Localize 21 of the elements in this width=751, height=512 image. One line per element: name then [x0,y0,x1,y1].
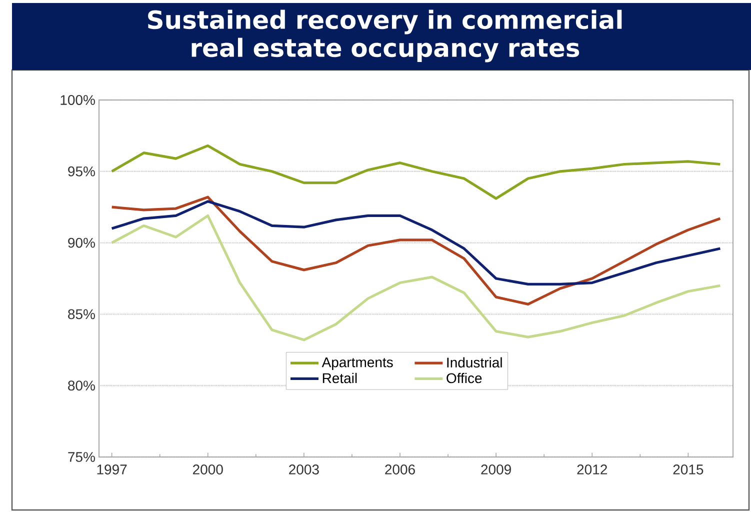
y-tick-label: 90% [68,238,95,248]
legend-label: Retail [322,372,357,384]
x-tick-label: 2012 [577,464,607,474]
y-tick-label: 80% [68,380,95,391]
x-tick-label: 2015 [673,464,704,474]
x-tick-label: 2003 [289,464,319,474]
x-tick-label: 2006 [385,464,415,474]
x-tick-label: 1997 [97,464,127,474]
line-series [110,144,722,200]
x-tick-label: 2000 [193,464,223,474]
line-series [110,214,722,342]
legend-label: Office [446,372,482,384]
y-tick-label: 100% [60,95,95,105]
x-tick-label: 2009 [481,464,511,474]
legend-label: Industrial [447,357,502,368]
y-tick-label: 75% [68,452,95,462]
legend-label: Apartments [322,358,393,370]
y-tick-label: 95% [68,166,95,176]
line-series [110,196,722,306]
y-tick-label: 85% [68,309,95,320]
chart-title: Sustained recovery in commercial real estate occupancy rates [148,10,622,62]
